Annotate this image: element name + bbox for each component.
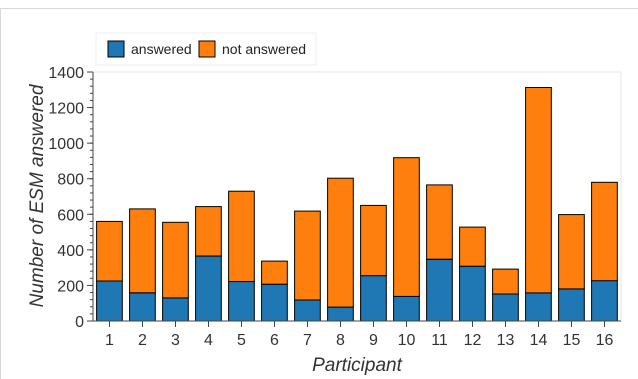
x-tick-label-14: 14 (530, 332, 548, 349)
bar-not-answered-participant-4 (195, 206, 222, 257)
bar-not-answered-participant-5 (228, 190, 255, 283)
bar-answered-participant-12 (459, 265, 486, 322)
bar-not-answered-participant-8 (327, 177, 354, 308)
bar-not-answered-participant-7 (294, 210, 321, 301)
legend-swatch-answered (107, 40, 125, 58)
bar-not-answered-participant-12 (459, 226, 486, 267)
bar-answered-participant-8 (327, 306, 354, 322)
x-tick-label-8: 8 (336, 332, 345, 349)
y-axis: 0 200 400 600 800 1000 1200 1400 (48, 65, 94, 331)
bar-answered-participant-2 (129, 292, 156, 322)
legend-label-answered: answered (131, 41, 192, 57)
bars-group (96, 87, 618, 322)
bar-not-answered-participant-14 (525, 87, 552, 294)
y-tick-label: 1200 (48, 101, 84, 118)
x-tick-label-7: 7 (303, 332, 312, 349)
x-axis-title: Participant (312, 355, 402, 376)
bar-not-answered-participant-10 (393, 157, 420, 297)
x-tick-label-1: 1 (105, 332, 114, 349)
x-tick-label-2: 2 (138, 332, 147, 349)
y-tick-label: 0 (75, 314, 84, 331)
x-tick-label-10: 10 (398, 332, 416, 349)
bar-answered-participant-16 (591, 280, 618, 322)
x-tick-label-15: 15 (563, 332, 581, 349)
legend: answered not answered (95, 32, 317, 66)
y-tick-label: 600 (57, 207, 84, 224)
bar-answered-participant-3 (162, 297, 189, 322)
bar-not-answered-participant-13 (492, 268, 519, 295)
x-tick-label-13: 13 (497, 332, 515, 349)
bar-not-answered-participant-6 (261, 260, 288, 285)
y-tick-label: 800 (57, 172, 84, 189)
chart-frame-top (0, 8, 638, 9)
x-tick-label-12: 12 (464, 332, 482, 349)
x-tick-label-16: 16 (596, 332, 614, 349)
x-tick-label-9: 9 (369, 332, 378, 349)
bar-answered-participant-15 (558, 288, 585, 322)
bar-not-answered-participant-1 (96, 220, 123, 282)
bar-not-answered-participant-9 (360, 204, 387, 277)
bar-answered-participant-1 (96, 280, 123, 322)
chart-frame-left (0, 8, 1, 379)
bar-not-answered-participant-2 (129, 208, 156, 294)
bar-answered-participant-9 (360, 275, 387, 322)
x-tick-label-4: 4 (204, 332, 213, 349)
bar-answered-participant-11 (426, 258, 453, 322)
bar-answered-participant-6 (261, 283, 288, 322)
x-tick-label-6: 6 (270, 332, 279, 349)
bar-not-answered-participant-15 (558, 214, 585, 290)
x-tick-label-5: 5 (237, 332, 246, 349)
legend-swatch-not-answered (198, 40, 216, 58)
bar-not-answered-participant-3 (162, 221, 189, 299)
bar-not-answered-participant-11 (426, 184, 453, 260)
bar-answered-participant-13 (492, 293, 519, 322)
x-tick-label-3: 3 (171, 332, 180, 349)
y-tick-label: 1400 (48, 65, 84, 82)
legend-label-not-answered: not answered (222, 41, 306, 57)
bar-answered-participant-14 (525, 292, 552, 322)
y-tick-label: 1000 (48, 136, 84, 153)
bar-answered-participant-7 (294, 299, 321, 322)
bar-not-answered-participant-16 (591, 181, 618, 282)
y-axis-title: Number of ESM answered (27, 83, 48, 307)
y-tick-label: 400 (57, 243, 84, 260)
y-tick-label: 200 (57, 278, 84, 295)
x-tick-label-11: 11 (431, 332, 448, 349)
bar-answered-participant-4 (195, 255, 222, 322)
x-axis: 1 2 3 4 5 6 7 8 9 10 11 12 13 14 15 16 (93, 320, 621, 349)
bar-answered-participant-10 (393, 296, 420, 322)
bar-answered-participant-5 (228, 281, 255, 322)
